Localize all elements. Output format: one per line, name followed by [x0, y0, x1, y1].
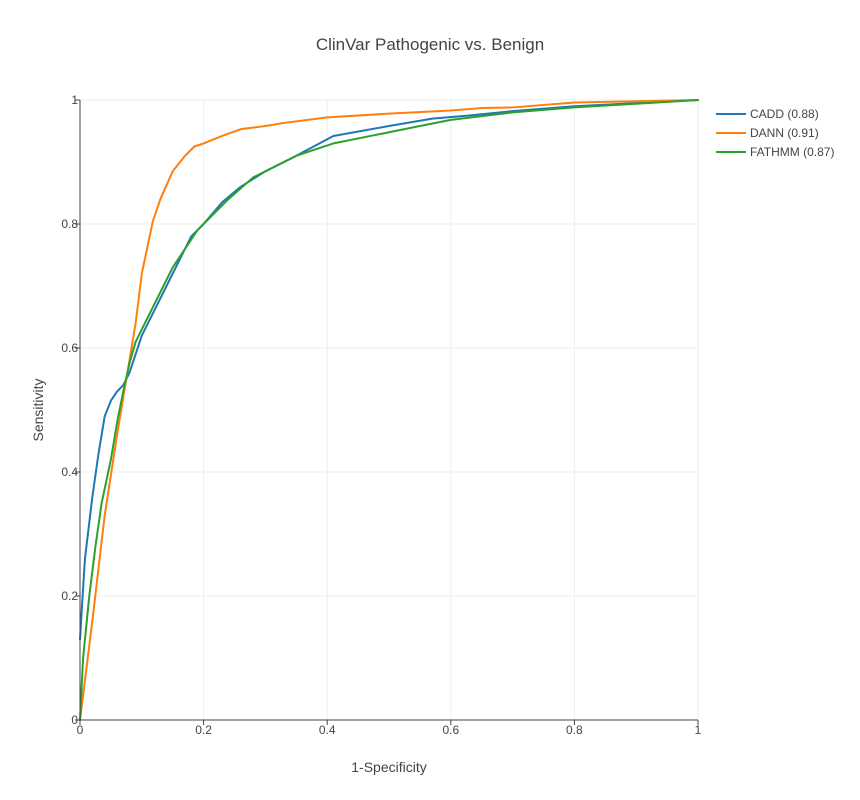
- legend-label: DANN (0.91): [750, 126, 819, 140]
- y-tick-label: 0.2: [61, 589, 78, 603]
- x-axis-ticks: 0 0.2 0.4 0.6 0.8 1: [77, 720, 702, 737]
- series-line-2: [79, 99, 699, 721]
- x-tick-label: 0.6: [442, 723, 459, 737]
- y-tick-label: 1: [71, 93, 78, 107]
- series-line-3: [79, 99, 699, 721]
- chart-title: ClinVar Pathogenic vs. Benign: [316, 35, 544, 54]
- x-tick-label: 0.4: [319, 723, 336, 737]
- legend: CADD (0.88) DANN (0.91) FATHMM (0.87): [716, 107, 834, 159]
- x-axis-label: 1-Specificity: [351, 759, 426, 775]
- legend-label: FATHMM (0.87): [750, 145, 834, 159]
- x-tick-label: 0.2: [195, 723, 212, 737]
- series-lines: [79, 99, 699, 721]
- y-tick-label: 0.4: [61, 465, 78, 479]
- y-tick-label: 0.6: [61, 341, 78, 355]
- y-axis-label: Sensitivity: [30, 378, 46, 441]
- y-axis-ticks: 0 0.2 0.4 0.6 0.8 1: [61, 93, 80, 727]
- grid-lines: [80, 99, 699, 720]
- y-tick-label: 0.8: [61, 217, 78, 231]
- series-line-1: [79, 99, 699, 641]
- x-tick-label: 0.8: [566, 723, 583, 737]
- legend-label: CADD (0.88): [750, 107, 819, 121]
- y-tick-label: 0: [71, 713, 78, 727]
- x-tick-label: 0: [77, 723, 84, 737]
- x-tick-label: 1: [695, 723, 702, 737]
